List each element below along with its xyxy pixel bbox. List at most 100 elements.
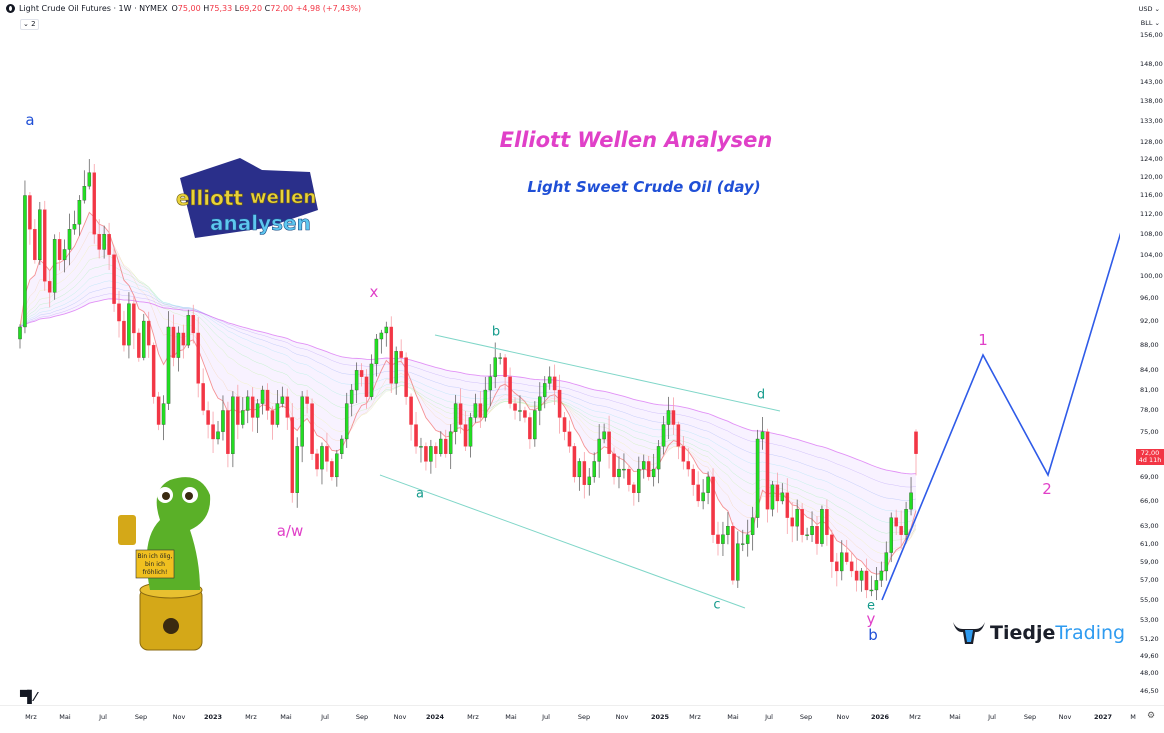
candle (632, 484, 636, 493)
chart-subtitle: Light Sweet Crude Oil (day) (527, 178, 761, 196)
candle (681, 446, 686, 462)
time-tick: Jul (988, 713, 996, 721)
time-tick: 2024 (425, 713, 445, 721)
candle (340, 438, 344, 454)
time-tick: Jul (99, 713, 107, 721)
price-tick: 138,00 (1140, 97, 1163, 106)
candle (597, 438, 601, 462)
time-tick: Mrz (25, 713, 37, 721)
time-tick: Sep (355, 713, 369, 721)
time-tick: Nov (1058, 713, 1072, 721)
candle (552, 376, 557, 391)
candle (384, 326, 389, 334)
chart-title: Elliott Wellen Analysen (499, 128, 773, 152)
candle (468, 417, 473, 447)
candle (458, 403, 463, 425)
candle (132, 303, 136, 334)
candle (52, 239, 57, 293)
candle (577, 461, 582, 478)
candle (245, 396, 250, 411)
candle (711, 476, 715, 535)
price-tick: 92,00 (1140, 317, 1159, 326)
candle (414, 424, 418, 447)
time-tick: Mrz (467, 713, 479, 721)
candle (231, 396, 235, 454)
candle (701, 492, 705, 502)
candle (166, 326, 171, 404)
candle (453, 403, 458, 432)
candle (508, 376, 512, 404)
candle (43, 209, 47, 282)
price-axis[interactable]: USD ⌄ BLL ⌄ 156,00 148,00 143,00 138,00 133,… (1120, 0, 1164, 705)
tradingview-logo[interactable]: ▀▌⁄ (20, 690, 37, 704)
candle (518, 410, 522, 412)
candle (137, 332, 141, 358)
candle (419, 446, 423, 448)
candle (57, 239, 62, 261)
candle (602, 431, 606, 440)
time-tick: 2027 (1093, 713, 1113, 721)
time-tick: Jul (542, 713, 550, 721)
candle (849, 561, 854, 572)
time-tick: Nov (172, 713, 186, 721)
candle (389, 326, 394, 384)
wave-label-b-triangle: b (491, 324, 501, 340)
candle (765, 431, 770, 510)
price-tick: 143,00 (1140, 78, 1163, 87)
candle (646, 461, 651, 478)
candle (760, 431, 765, 440)
candle (547, 376, 552, 384)
candle (869, 589, 874, 592)
candle (825, 509, 829, 535)
candle (721, 534, 725, 544)
candle (62, 249, 67, 261)
price-chart[interactable]: elliott wellen analysen (0, 0, 1120, 705)
gear-icon[interactable]: ⚙ (1147, 711, 1156, 721)
projection-line (881, 232, 1120, 601)
candle (72, 224, 77, 230)
wave-label-x: x (369, 283, 379, 301)
candle (181, 332, 186, 346)
candle (275, 403, 280, 425)
candle (622, 468, 626, 471)
candle (28, 195, 32, 230)
candle (731, 526, 735, 581)
candle (186, 315, 191, 346)
candle (211, 424, 215, 440)
candle (607, 431, 611, 454)
candle (795, 509, 799, 527)
candle (656, 446, 661, 470)
time-axis[interactable]: Mrz Mai Jul Sep Nov 2023 Mrz Mai Jul Sep Nov 2024 Mr… (0, 705, 1164, 733)
candle (488, 376, 493, 391)
candle (290, 417, 295, 493)
candle (374, 338, 379, 365)
time-tick: Sep (134, 713, 148, 721)
candle (117, 303, 121, 322)
candle (835, 561, 839, 572)
candle (369, 363, 374, 397)
candle (47, 281, 52, 293)
candle (300, 396, 304, 447)
candle (255, 403, 260, 418)
price-tick: 84,00 (1140, 366, 1159, 375)
symbol-title[interactable]: Light Crude Oil Futures · 1W · NYMEX (19, 4, 168, 13)
price-tick: 51,20 (1140, 634, 1159, 643)
candle (404, 357, 408, 397)
candle (716, 534, 720, 544)
candle (315, 453, 319, 470)
candle (206, 410, 210, 425)
candle (280, 396, 285, 404)
candle (785, 492, 790, 518)
unit-select[interactable]: BLL ⌄ (1140, 19, 1160, 27)
indicators-toggle[interactable]: ⌄ 2 (20, 19, 39, 30)
candle (691, 468, 695, 485)
last-price-label: 72,00 4d 11h (1136, 449, 1164, 465)
candle (641, 461, 646, 470)
candle (627, 468, 631, 485)
candle (637, 468, 641, 493)
candle (448, 431, 453, 454)
time-tick: Mai (949, 713, 961, 721)
price-tick: 124,00 (1140, 155, 1163, 164)
currency-select[interactable]: USD ⌄ (1138, 5, 1160, 13)
candle (498, 357, 502, 359)
